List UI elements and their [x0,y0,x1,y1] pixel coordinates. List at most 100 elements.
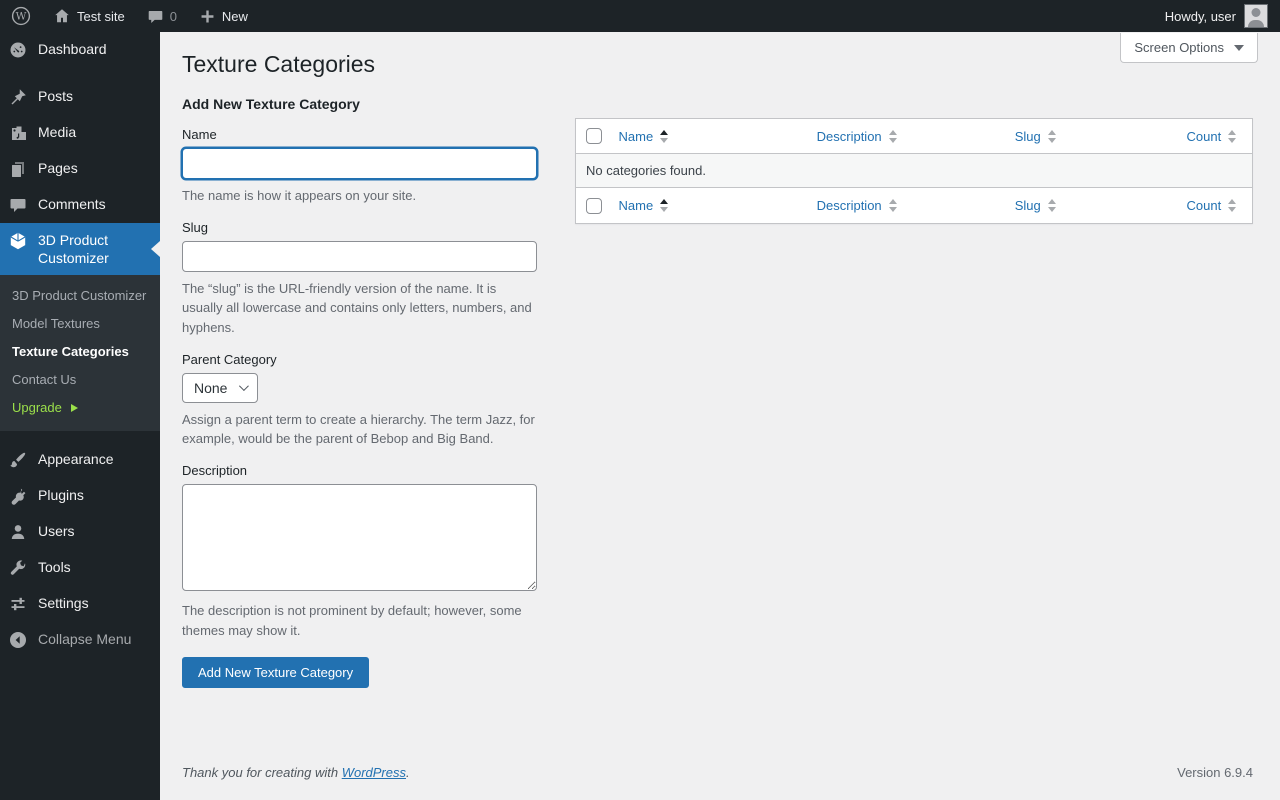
parent-category-field-group: Parent Category None Assign a parent ter… [182,352,537,448]
sort-by-description-link[interactable]: Description [817,129,897,144]
name-help-text: The name is how it appears on your site. [182,187,417,203]
sidebar-item-label: Pages [38,160,78,176]
description-label: Description [182,463,248,479]
sort-by-slug-link[interactable]: Slug [1015,198,1056,213]
sidebar-item-pages[interactable]: Pages [0,151,160,187]
table-header-row: Name Description [575,118,1253,155]
slug-column-header: Slug [1014,128,1041,144]
upgrade-label: Upgrade [12,400,62,415]
sort-by-description-link[interactable]: Description [817,198,897,213]
wordpress-logo-icon: W [11,6,31,26]
sidebar-item-users[interactable]: Users [0,514,160,550]
sidebar-item-dashboard[interactable]: Dashboard [0,32,160,68]
sort-arrows-icon [1228,199,1237,213]
sliders-icon [8,594,28,614]
sidebar-item-label: Settings [38,595,89,611]
select-all-checkbox[interactable] [586,128,602,145]
comment-count: 0 [169,8,177,24]
user-account-menu[interactable]: Howdy, user [1153,0,1280,32]
plus-icon [199,8,216,25]
sort-by-slug-link[interactable]: Slug [1015,129,1056,144]
submenu-item-3d-product-customizer[interactable]: 3D Product Customizer [12,288,147,303]
sidebar-item-plugins[interactable]: Plugins [0,478,160,514]
sort-arrows-icon [1047,199,1056,213]
submenu-item-contact-us[interactable]: Contact Us [12,372,77,387]
categories-table: Name Description [575,117,1253,225]
add-category-form: Add New Texture Category Name The name i… [182,92,537,688]
sort-by-name-link[interactable]: Name [619,129,669,144]
comment-bubble-icon [147,8,164,25]
admin-sidebar: Dashboard Posts Media P [0,32,160,800]
slug-label: Slug [182,220,209,236]
description-field-group: Description The description is not promi… [182,463,537,639]
select-all-checkbox[interactable] [586,198,602,215]
name-field-group: Name The name is how it appears on your … [182,127,537,205]
version-text: Version 6.9.4 [1177,765,1253,780]
description-column-header: Description [816,128,882,144]
upgrade-arrow-icon [70,404,78,412]
new-content-menu[interactable]: New [188,0,259,32]
sort-by-count-link[interactable]: Count [1187,129,1237,144]
slug-input[interactable] [182,241,537,273]
page-wrap: Texture Categories Add New Texture Categ… [160,32,1280,753]
sort-arrows-icon [888,129,897,143]
add-form-heading: Add New Texture Category [182,95,360,112]
categories-table-panel: Name Description [575,117,1253,225]
sidebar-item-label: Users [38,523,75,539]
sidebar-item-label: 3D Product Customizer [38,232,109,266]
sort-arrows-icon [1228,129,1237,143]
sidebar-item-posts[interactable]: Posts [0,79,160,115]
slug-field-group: Slug The “slug” is the URL-friendly vers… [182,220,537,337]
comments-menu[interactable]: 0 [136,0,188,32]
sidebar-item-media[interactable]: Media [0,115,160,151]
wordpress-logo-menu[interactable]: W [0,0,42,32]
wordpress-link[interactable]: WordPress [341,765,406,780]
plug-icon [8,486,28,506]
parent-category-select[interactable]: None [182,372,259,403]
sidebar-item-settings[interactable]: Settings [0,586,160,622]
media-icon [8,123,28,143]
screen-options-label: Screen Options [1134,40,1224,55]
site-name-label: Test site [77,8,125,24]
screen-options-button[interactable]: Screen Options [1120,33,1258,63]
sort-arrows-icon [888,199,897,213]
name-input[interactable] [182,147,537,179]
sort-by-count-link[interactable]: Count [1187,198,1237,213]
description-textarea[interactable] [182,484,537,592]
sidebar-item-label: Plugins [38,487,84,503]
submenu-item-upgrade[interactable]: Upgrade [0,394,160,422]
count-column-header: Count [1186,198,1222,214]
sidebar-item-label: Collapse Menu [38,631,132,647]
submenu-item-model-textures[interactable]: Model Textures [12,316,100,331]
two-column-layout: Add New Texture Category Name The name i… [182,92,1253,688]
add-new-texture-category-button[interactable]: Add New Texture Category [182,656,370,688]
collapse-arrow-icon [8,630,28,650]
parent-category-label: Parent Category [182,351,277,367]
user-icon [8,522,28,542]
cube-icon [8,231,28,251]
admin-bar: W Test site 0 New Howdy, user [0,0,1280,32]
sort-arrows-icon [660,129,669,143]
footer-thanks-text: Thank you for creating with WordPress. [182,765,410,780]
site-name-menu[interactable]: Test site [42,0,136,32]
sort-arrows-icon [1047,129,1056,143]
table-footer-row: Name Description [575,187,1253,224]
submenu-item-texture-categories[interactable]: Texture Categories [12,344,129,359]
sidebar-item-tools[interactable]: Tools [0,550,160,586]
thanks-suffix: . [406,765,410,780]
slug-column-header: Slug [1014,198,1041,214]
collapse-menu-button[interactable]: Collapse Menu [0,622,160,658]
sort-arrows-icon [660,199,669,213]
sidebar-item-label: Appearance [38,451,114,467]
thanks-prefix: Thank you for creating with [182,765,342,780]
sort-by-name-link[interactable]: Name [619,198,669,213]
pushpin-icon [8,87,28,107]
slug-help-text: The “slug” is the URL-friendly version o… [182,281,532,335]
sidebar-item-appearance[interactable]: Appearance [0,442,160,478]
chevron-down-icon [239,381,250,392]
menu-separator [0,431,160,442]
comments-icon [8,195,28,215]
sidebar-item-3d-product-customizer[interactable]: 3D Product Customizer [0,223,160,275]
count-column-header: Count [1186,128,1222,144]
sidebar-item-comments[interactable]: Comments [0,187,160,223]
